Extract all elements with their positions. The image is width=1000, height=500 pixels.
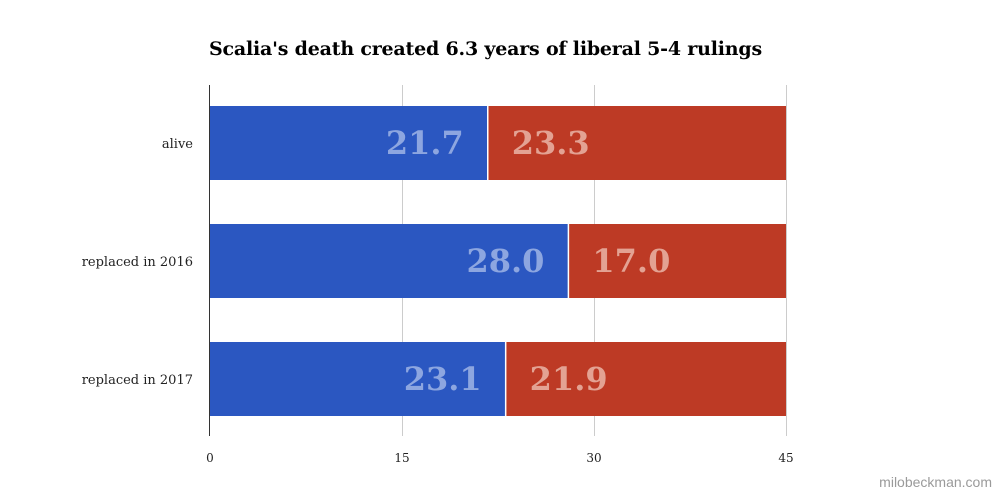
bar-series2-1	[568, 224, 786, 298]
category-label-1: replaced in 2016	[82, 255, 193, 270]
data-label-series2-2: 21.9	[530, 360, 608, 398]
data-label-series1-2: 23.1	[404, 360, 482, 398]
x-tick-label-45: 45	[778, 451, 793, 465]
data-label-series2-0: 23.3	[512, 124, 590, 162]
bar-series1-1	[210, 224, 569, 298]
chart-title: Scalia's death created 6.3 years of libe…	[209, 38, 762, 60]
data-label-series1-1: 28.0	[466, 242, 544, 280]
bar-series1-2	[210, 342, 506, 416]
x-tick-label-0: 0	[206, 451, 214, 465]
x-tick-label-30: 30	[586, 451, 601, 465]
bar-series2-0	[487, 106, 786, 180]
watermark: milobeckman.com	[879, 474, 992, 490]
bar-series1-0	[210, 106, 488, 180]
data-label-series1-0: 21.7	[386, 124, 464, 162]
category-label-0: alive	[162, 137, 193, 152]
category-label-2: replaced in 2017	[82, 373, 193, 388]
x-tick-label-15: 15	[394, 451, 409, 465]
data-label-series2-1: 17.0	[592, 242, 670, 280]
bar-series2-2	[505, 342, 786, 416]
